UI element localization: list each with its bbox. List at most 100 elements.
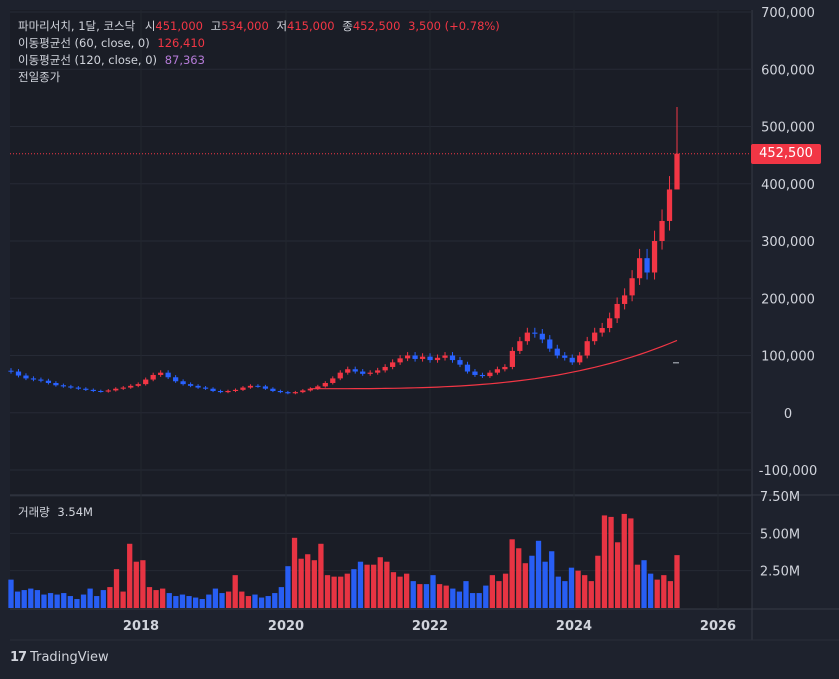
- candle-body: [517, 341, 523, 351]
- candle-body: [345, 369, 351, 373]
- volume-bar: [113, 569, 120, 608]
- volume-bar: [423, 584, 430, 608]
- candle-body: [666, 189, 673, 221]
- legend-change: 3,500 (+0.78%): [408, 19, 500, 33]
- time-axis-tick-label: 2020: [268, 619, 304, 634]
- candle-body: [285, 392, 291, 394]
- volume-bar: [192, 597, 199, 608]
- time-axis-tick-label: 2018: [123, 619, 159, 634]
- candle-body: [60, 385, 67, 387]
- volume-bar: [430, 575, 436, 608]
- legend-symbol-row: 파마리서치, 1달, 코스닥 시451,000 고534,000 저415,00…: [18, 18, 500, 35]
- volume-bar: [562, 581, 568, 608]
- volume-bar: [278, 587, 284, 608]
- price-axis-tick-label: -100,000: [759, 464, 817, 479]
- candle-body: [599, 328, 605, 333]
- candle-body: [277, 390, 284, 393]
- volume-bar: [8, 579, 14, 608]
- candle-body: [547, 339, 553, 349]
- volume-bar: [206, 594, 212, 608]
- candle-body: [120, 387, 126, 389]
- price-axis-tick-label: 200,000: [761, 292, 815, 307]
- volume-bar: [252, 594, 258, 608]
- volume-bar: [133, 561, 139, 608]
- candle-body: [38, 379, 44, 381]
- candle-body: [509, 350, 515, 367]
- volume-bar: [463, 581, 469, 608]
- legend-ma60-row[interactable]: 이동평균선 (60, close, 0) 126,410: [18, 35, 500, 52]
- tradingview-brand[interactable]: 𝟭𝟳 TradingView: [10, 650, 109, 665]
- candle-body: [195, 385, 201, 388]
- candle-body: [330, 378, 336, 383]
- legend-ma120-value: 87,363: [164, 53, 205, 67]
- legend-symbol[interactable]: 파마리서치, 1달, 코스닥: [18, 19, 136, 33]
- volume-bar: [28, 588, 34, 608]
- candle-body: [90, 389, 96, 391]
- volume-bar: [199, 599, 205, 608]
- candle-body: [404, 355, 411, 359]
- candle-body: [487, 372, 493, 377]
- volume-bar: [575, 570, 581, 608]
- volume-bar: [661, 575, 667, 608]
- volume-bar: [674, 555, 680, 608]
- candle-body: [651, 241, 658, 273]
- legend-low-label: 저: [276, 19, 288, 33]
- volume-bar: [641, 560, 647, 608]
- volume-bar: [502, 573, 509, 608]
- volume-bar: [522, 563, 528, 608]
- volume-bar: [621, 513, 627, 608]
- volume-bar: [509, 539, 515, 608]
- price-axis-tick-label: 100,000: [761, 350, 815, 365]
- candle-body: [554, 348, 560, 356]
- volume-bar: [120, 591, 126, 608]
- candle-body: [232, 389, 239, 391]
- candle-body: [412, 355, 418, 359]
- volume-bar: [542, 561, 548, 608]
- candle-body: [382, 366, 388, 371]
- volume-bar: [555, 576, 561, 608]
- time-axis-tick-label: 2022: [412, 619, 448, 634]
- candle-body: [300, 390, 306, 393]
- volume-bar: [443, 585, 449, 608]
- candle-body: [292, 392, 298, 394]
- volume-bar: [67, 596, 73, 608]
- candle-body: [98, 390, 104, 392]
- candle-body: [562, 355, 568, 358]
- candle-body: [128, 385, 134, 388]
- volume-bar: [476, 593, 482, 608]
- legend-ma60-value: 126,410: [157, 36, 205, 50]
- volume-bar: [146, 587, 153, 608]
- volume-bar: [21, 590, 27, 608]
- volume-bar: [265, 596, 271, 608]
- candle-body: [614, 303, 620, 319]
- candle-body: [636, 258, 643, 279]
- volume-bar: [588, 581, 594, 608]
- volume-bar: [647, 573, 654, 608]
- volume-bar: [225, 591, 232, 608]
- legend-prev-close-row[interactable]: 전일종가: [18, 69, 500, 86]
- chart-legend: 파마리서치, 1달, 코스닥 시451,000 고534,000 저415,00…: [18, 18, 500, 86]
- volume-bar: [14, 591, 21, 608]
- candle-body: [472, 371, 478, 375]
- candle-body: [524, 332, 530, 342]
- volume-bar: [34, 590, 41, 608]
- volume-bar: [47, 593, 54, 608]
- candle-body: [83, 388, 89, 390]
- volume-bar: [410, 581, 416, 608]
- price-axis-tick-label: 600,000: [761, 63, 815, 78]
- ma60-line: [310, 339, 678, 390]
- legend-ma120-row[interactable]: 이동평균선 (120, close, 0) 87,363: [18, 52, 500, 69]
- volume-bar: [601, 515, 608, 608]
- volume-bar: [100, 590, 106, 608]
- candle-body: [143, 379, 149, 385]
- candle-body: [30, 378, 37, 380]
- volume-axis-tick-label: 2.50M: [760, 565, 800, 580]
- candle-body: [427, 356, 433, 361]
- candle-body: [187, 384, 194, 386]
- volume-bar: [212, 588, 219, 608]
- candle-body: [158, 372, 164, 375]
- candle-body: [569, 357, 575, 363]
- price-axis-tick-label: 300,000: [761, 235, 815, 250]
